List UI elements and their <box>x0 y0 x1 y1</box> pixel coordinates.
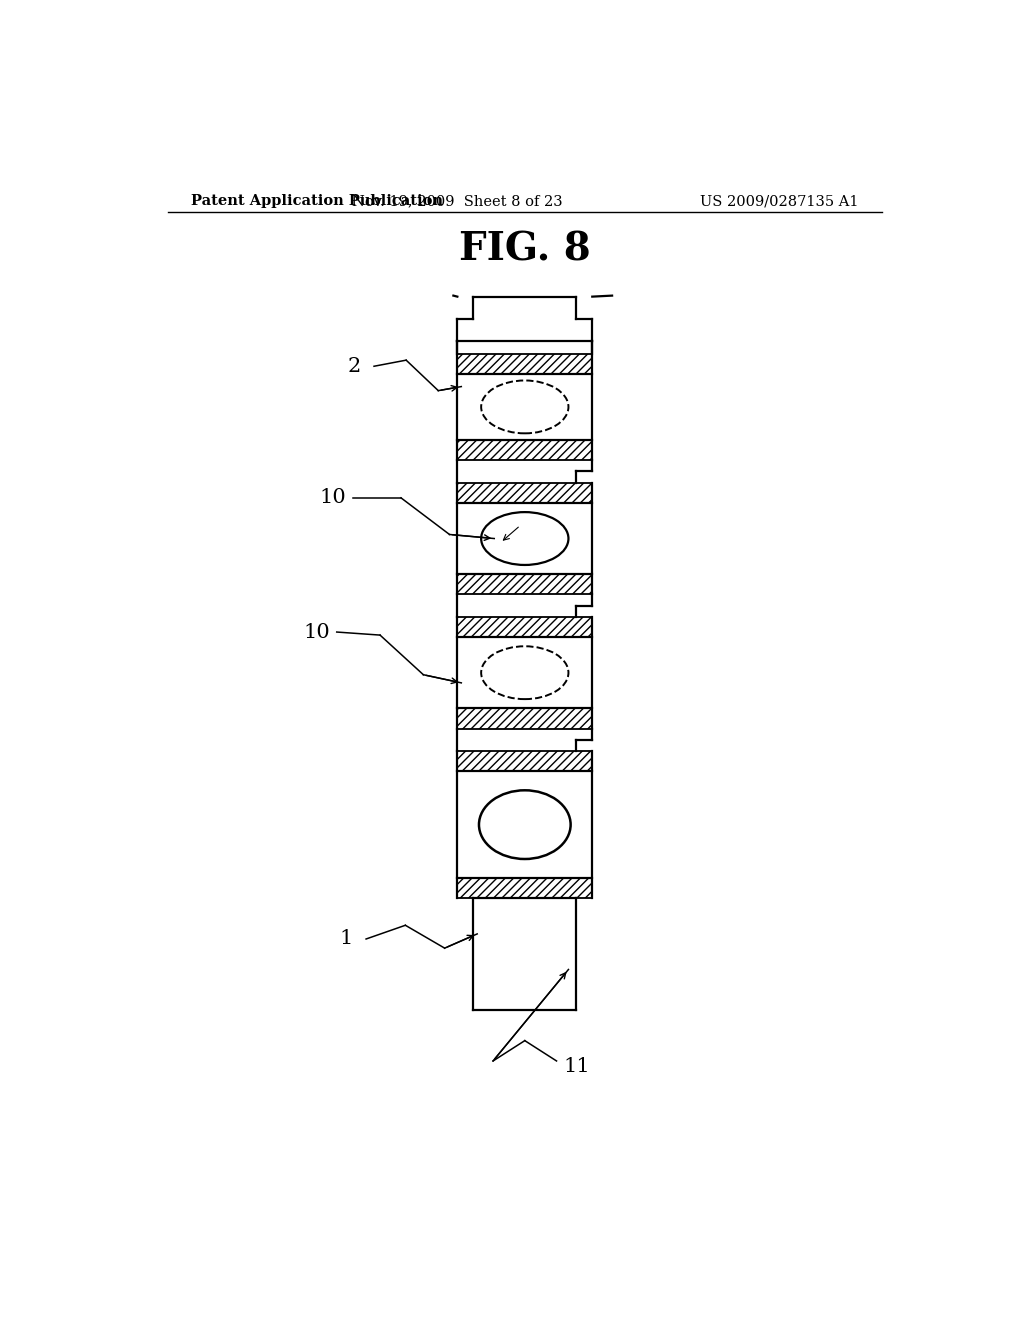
Ellipse shape <box>481 380 568 433</box>
Bar <box>458 709 592 729</box>
Bar <box>458 440 592 461</box>
Text: FIG. 8: FIG. 8 <box>459 231 591 269</box>
Bar <box>458 616 592 638</box>
Bar <box>458 574 592 594</box>
Text: 1: 1 <box>340 929 353 949</box>
Text: Patent Application Publication: Patent Application Publication <box>191 194 443 209</box>
Ellipse shape <box>481 647 568 700</box>
Bar <box>458 483 592 503</box>
Bar <box>458 354 592 374</box>
Text: US 2009/0287135 A1: US 2009/0287135 A1 <box>699 194 858 209</box>
Bar <box>458 878 592 899</box>
Bar <box>458 374 592 440</box>
Text: Nov. 19, 2009  Sheet 8 of 23: Nov. 19, 2009 Sheet 8 of 23 <box>352 194 562 209</box>
Text: 10: 10 <box>303 623 331 642</box>
Text: 2: 2 <box>347 356 360 376</box>
Ellipse shape <box>481 512 568 565</box>
Bar <box>458 638 592 709</box>
Bar <box>458 771 592 878</box>
Bar <box>458 503 592 574</box>
Ellipse shape <box>479 791 570 859</box>
Bar <box>473 899 577 1010</box>
Text: 11: 11 <box>563 1056 590 1076</box>
Text: 10: 10 <box>319 488 346 507</box>
Bar <box>458 751 592 771</box>
